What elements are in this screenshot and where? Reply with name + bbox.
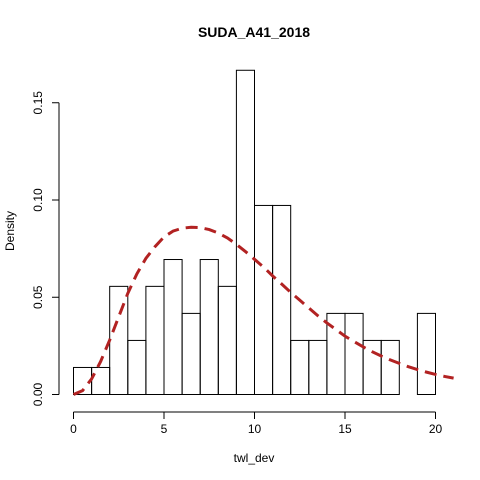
histogram-bar-15 [344,312,364,395]
y-tick-label-3: 0.15 [31,91,45,115]
x-tick-label-2: 10 [248,422,262,436]
histogram-bar-11 [272,204,292,395]
y-tick-label-2: 0.10 [31,188,45,212]
histogram-bar-7 [199,259,219,395]
histogram-bar-17 [380,339,400,395]
histogram-bar-4 [145,285,165,395]
histogram-bar-8 [217,285,237,395]
density-curve [72,225,454,396]
density-curve-layer [72,225,454,396]
x-tick-label-4: 20 [429,422,443,436]
y-tick-label-0: 0.00 [31,382,45,406]
y-axis-label: Density [3,211,17,251]
x-tick-label-0: 0 [70,422,77,436]
x-axis: 0 5 10 15 20 [70,411,443,436]
histogram-bar-3 [127,339,147,395]
chart-title: SUDA_A41_2018 [198,24,310,40]
histogram-bars [73,69,436,396]
histogram-bar-9 [235,69,255,396]
histogram-bar-12 [290,339,310,395]
histogram-bar-10 [254,204,274,395]
histogram-bar-6 [181,312,201,395]
histogram-bar-1 [91,366,111,396]
y-axis: 0.00 0.05 0.10 0.15 [31,91,60,406]
x-tick-label-3: 15 [338,422,352,436]
x-tick-label-1: 5 [161,422,168,436]
y-tick-label-1: 0.05 [31,285,45,309]
x-axis-label: twl_dev [234,451,275,465]
histogram-bar-2 [109,285,129,395]
histogram-bar-18 [416,312,436,395]
histogram-bar-13 [308,339,328,395]
histogram-bar-5 [163,259,183,395]
histogram-bar-16 [362,339,382,395]
